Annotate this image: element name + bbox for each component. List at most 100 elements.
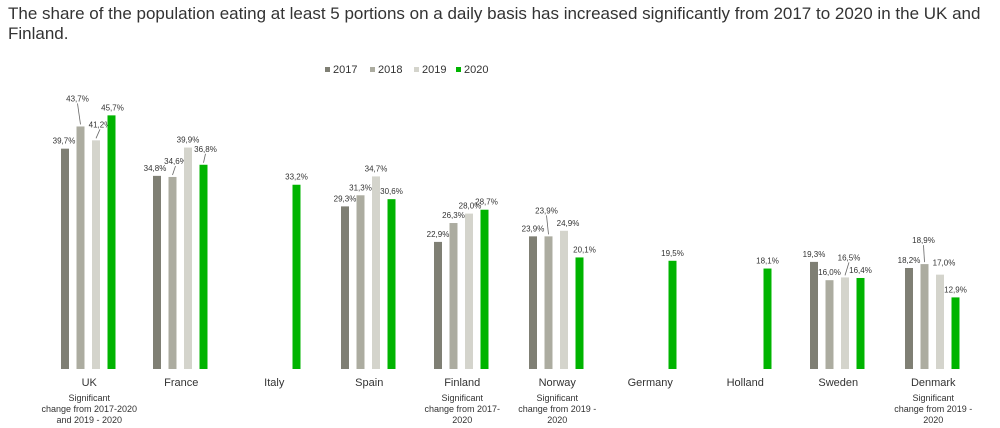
significance-note-norway-line-1: Significant	[536, 393, 578, 403]
bar-france-2017	[153, 175, 161, 369]
leader-line-sweden-2019	[844, 262, 850, 276]
value-label-finland-2017: 22,9%	[427, 230, 450, 239]
value-label-spain-2019: 34,7%	[365, 164, 388, 173]
bar-france-2018	[168, 176, 177, 369]
chart-title: The share of the population eating at le…	[8, 4, 981, 43]
bar-spain-2019	[372, 176, 380, 369]
leader-line-uk-2018	[77, 103, 81, 125]
category-label-denmark: Denmark	[911, 377, 956, 389]
leader-line-denmark-2018	[923, 245, 925, 263]
bar-uk-2018	[76, 126, 85, 369]
value-label-norway-2020: 20,1%	[573, 245, 596, 254]
significance-note-finland-line-1: Significant	[441, 393, 483, 403]
legend-label-2020: 2020	[464, 64, 488, 76]
bar-spain-2017	[341, 206, 349, 369]
category-label-france: France	[164, 377, 198, 389]
bar-france-2019	[184, 147, 192, 369]
value-label-holland-2020: 18,1%	[756, 257, 779, 266]
category-label-italy: Italy	[264, 377, 285, 389]
value-label-denmark-2017: 18,2%	[898, 256, 921, 265]
value-label-france-2019: 39,9%	[177, 136, 200, 145]
legend-label-2019: 2019	[422, 64, 446, 76]
category-label-germany: Germany	[628, 377, 674, 389]
value-label-finland-2020: 28,7%	[475, 198, 498, 207]
value-label-sweden-2019: 16,5%	[838, 253, 861, 262]
value-label-uk-2018: 43,7%	[66, 94, 89, 103]
value-label-spain-2017: 29,3%	[334, 194, 357, 203]
legend-swatch-2019	[414, 67, 419, 72]
bar-sweden-2019	[841, 277, 849, 369]
bar-denmark-2017	[905, 267, 913, 369]
bar-finland-2020	[480, 209, 489, 369]
value-label-spain-2018: 31,3%	[349, 183, 372, 192]
bar-italy-2020	[292, 184, 301, 369]
bar-spain-2018	[356, 195, 365, 369]
leader-line-norway-2018	[546, 215, 549, 235]
value-label-germany-2020: 19,5%	[661, 249, 684, 258]
bar-finland-2018	[449, 223, 458, 369]
bar-finland-2017	[434, 241, 442, 369]
significance-note-norway-line-2: change from 2019 -	[518, 404, 596, 414]
value-label-finland-2018: 26,3%	[442, 211, 465, 220]
category-label-sweden: Sweden	[818, 377, 858, 389]
value-label-france-2018: 34,6%	[164, 157, 187, 166]
significance-note-uk-line-3: and 2019 - 2020	[56, 415, 122, 425]
value-label-sweden-2017: 19,3%	[803, 250, 826, 259]
bar-germany-2020	[668, 260, 677, 369]
significance-note-finland-line-3: 2020	[452, 415, 472, 425]
bar-norway-2017	[529, 236, 537, 369]
bar-uk-2017	[61, 148, 69, 369]
value-label-sweden-2018: 16,0%	[818, 268, 841, 277]
value-label-norway-2017: 23,9%	[522, 224, 545, 233]
bar-france-2020	[199, 164, 208, 369]
category-label-finland: Finland	[444, 377, 480, 389]
legend-swatch-2017	[325, 67, 330, 72]
significance-note-denmark-line-2: change from 2019 -	[894, 404, 972, 414]
value-label-italy-2020: 33,2%	[285, 173, 308, 182]
bar-norway-2020	[575, 257, 584, 369]
value-label-denmark-2019: 17,0%	[933, 259, 956, 268]
value-label-finland-2019: 28,0%	[459, 202, 482, 211]
significance-note-denmark-line-3: 2020	[923, 415, 943, 425]
significance-note-denmark-line-1: Significant	[912, 393, 954, 403]
leader-line-france-2020	[203, 153, 206, 163]
leader-line-uk-2019	[95, 129, 101, 139]
bar-denmark-2018	[920, 264, 929, 369]
value-label-uk-2017: 39,7%	[53, 137, 76, 146]
leader-line-france-2018	[172, 165, 176, 176]
value-label-france-2020: 36,8%	[194, 145, 217, 154]
legend-swatch-2020	[456, 67, 461, 72]
bar-norway-2018	[544, 236, 553, 369]
legend-label-2017: 2017	[333, 64, 357, 76]
value-label-uk-2020: 45,7%	[101, 103, 124, 112]
bar-norway-2019	[560, 230, 568, 369]
bar-uk-2020	[107, 115, 116, 370]
value-label-norway-2019: 24,9%	[557, 219, 580, 228]
category-label-norway: Norway	[539, 377, 577, 389]
bar-spain-2020	[387, 199, 396, 369]
bar-denmark-2020	[951, 297, 960, 369]
value-label-denmark-2018: 18,9%	[912, 236, 935, 245]
significance-note-uk-line-2: change from 2017-2020	[41, 404, 137, 414]
category-label-uk: UK	[82, 377, 98, 389]
bar-sweden-2018	[825, 280, 834, 369]
significance-note-uk-line-1: Significant	[68, 393, 110, 403]
category-label-spain: Spain	[355, 377, 383, 389]
category-label-holland: Holland	[727, 377, 764, 389]
legend-swatch-2018	[370, 67, 375, 72]
bar-uk-2019	[92, 140, 100, 369]
significance-note-norway-line-3: 2020	[547, 415, 567, 425]
value-label-norway-2018: 23,9%	[535, 206, 558, 215]
legend-label-2018: 2018	[378, 64, 402, 76]
value-label-sweden-2020: 16,4%	[849, 266, 872, 275]
value-label-uk-2019: 41,2%	[89, 120, 112, 129]
bar-holland-2020	[763, 268, 772, 369]
bar-sweden-2020	[856, 277, 865, 369]
significance-note-finland-line-2: change from 2017-	[424, 404, 500, 414]
bar-finland-2019	[465, 213, 473, 369]
value-label-spain-2020: 30,6%	[380, 187, 403, 196]
value-label-france-2017: 34,8%	[144, 164, 167, 173]
bar-sweden-2017	[810, 261, 818, 369]
bar-denmark-2019	[936, 274, 944, 369]
